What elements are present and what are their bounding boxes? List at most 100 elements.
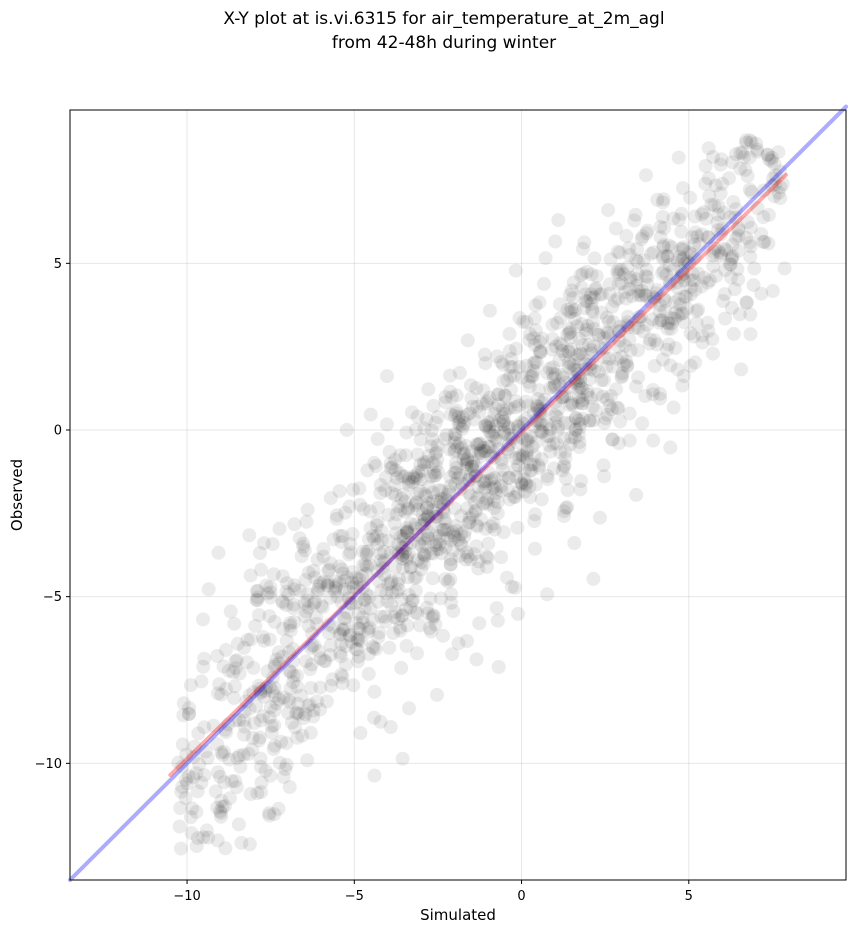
scatter-point [706,259,721,274]
scatter-point [320,575,335,590]
scatter-point [727,282,742,297]
scatter-point [300,502,315,517]
scatter-point [190,784,205,799]
scatter-point [568,303,583,317]
scatter-point [288,720,303,735]
scatter-point [566,275,581,290]
scatter-point [629,272,644,287]
scatter-point [572,435,587,450]
scatter-points [171,133,792,856]
scatter-point [453,418,468,432]
scatter-point [568,376,583,390]
scatter-point [662,258,677,272]
scatter-point [515,447,530,462]
scatter-point [572,440,587,455]
scatter-point [417,421,432,436]
scatter-point [545,360,560,375]
scatter-point [462,486,476,501]
scatter-point [391,537,406,552]
scatter-point [346,678,361,693]
scatter-point [583,290,598,305]
scatter-point [662,275,677,290]
scatter-point [458,524,472,539]
scatter-point [608,221,623,236]
scatter-point [528,477,543,492]
scatter-point [558,444,573,459]
scatter-point [570,319,584,334]
scatter-point [393,623,408,638]
scatter-point [245,730,260,745]
scatter-point [214,687,229,702]
scatter-point [334,649,348,664]
scatter-point [704,197,719,212]
scatter-point [352,481,367,496]
scatter-point [416,531,431,546]
scatter-point [627,320,642,335]
scatter-point [614,369,629,383]
scatter-point [508,400,523,415]
scatter-point [482,303,497,318]
scatter-point [663,440,678,455]
scatter-point [761,236,776,251]
scatter-point [670,275,685,290]
scatter-point [664,321,679,336]
scatter-point [481,440,496,455]
scatter-point [631,343,645,358]
scatter-point [215,799,230,814]
scatter-point [612,436,626,451]
scatter-point [480,551,495,565]
scatter-point [749,136,764,151]
scatter-point [718,263,733,278]
scatter-point [428,538,443,553]
scatter-point [462,406,477,421]
scatter-point [515,430,530,445]
scatter-point [487,522,502,537]
scatter-point [367,684,382,699]
scatter-point [771,185,786,200]
scatter-point [310,585,325,600]
scatter-point [519,358,534,373]
scatter-point [491,660,506,674]
scatter-point [329,511,344,526]
scatter-point [674,264,689,278]
scatter-point [725,249,740,264]
scatter-point [717,241,732,256]
scatter-point [684,280,698,295]
scatter-point [533,345,548,360]
scatter-point [634,288,649,303]
scatter-point [349,570,364,585]
scatter-point [383,575,398,590]
scatter-point [290,696,305,711]
scatter-point [373,546,388,561]
scatter-point [695,335,710,350]
scatter-point [463,468,478,483]
scatter-point [372,625,387,640]
scatter-point [303,681,318,695]
scatter-point [328,574,343,589]
scatter-point [365,639,380,654]
scatter-point [464,391,479,406]
scatter-point [267,738,282,753]
scatter-point [546,371,561,386]
scatter-point [344,596,359,611]
scatter-point [733,145,748,160]
scatter-point [421,496,436,511]
scatter-point [614,350,629,364]
scatter-point [519,445,534,460]
scatter-point [577,301,592,316]
scatter-point [733,161,748,176]
scatter-point [253,759,268,774]
scatter-point [545,342,559,357]
scatter-point [335,562,350,577]
scatter-point [438,515,453,530]
scatter-point [600,407,615,422]
scatter-point [469,437,484,452]
scatter-point [526,331,541,346]
scatter-point [468,503,483,518]
scatter-point [327,584,342,599]
scatter-point [414,554,429,569]
scatter-point [605,359,620,374]
scatter-point [279,736,294,751]
scatter-point [487,493,501,508]
scatter-point [241,746,256,761]
